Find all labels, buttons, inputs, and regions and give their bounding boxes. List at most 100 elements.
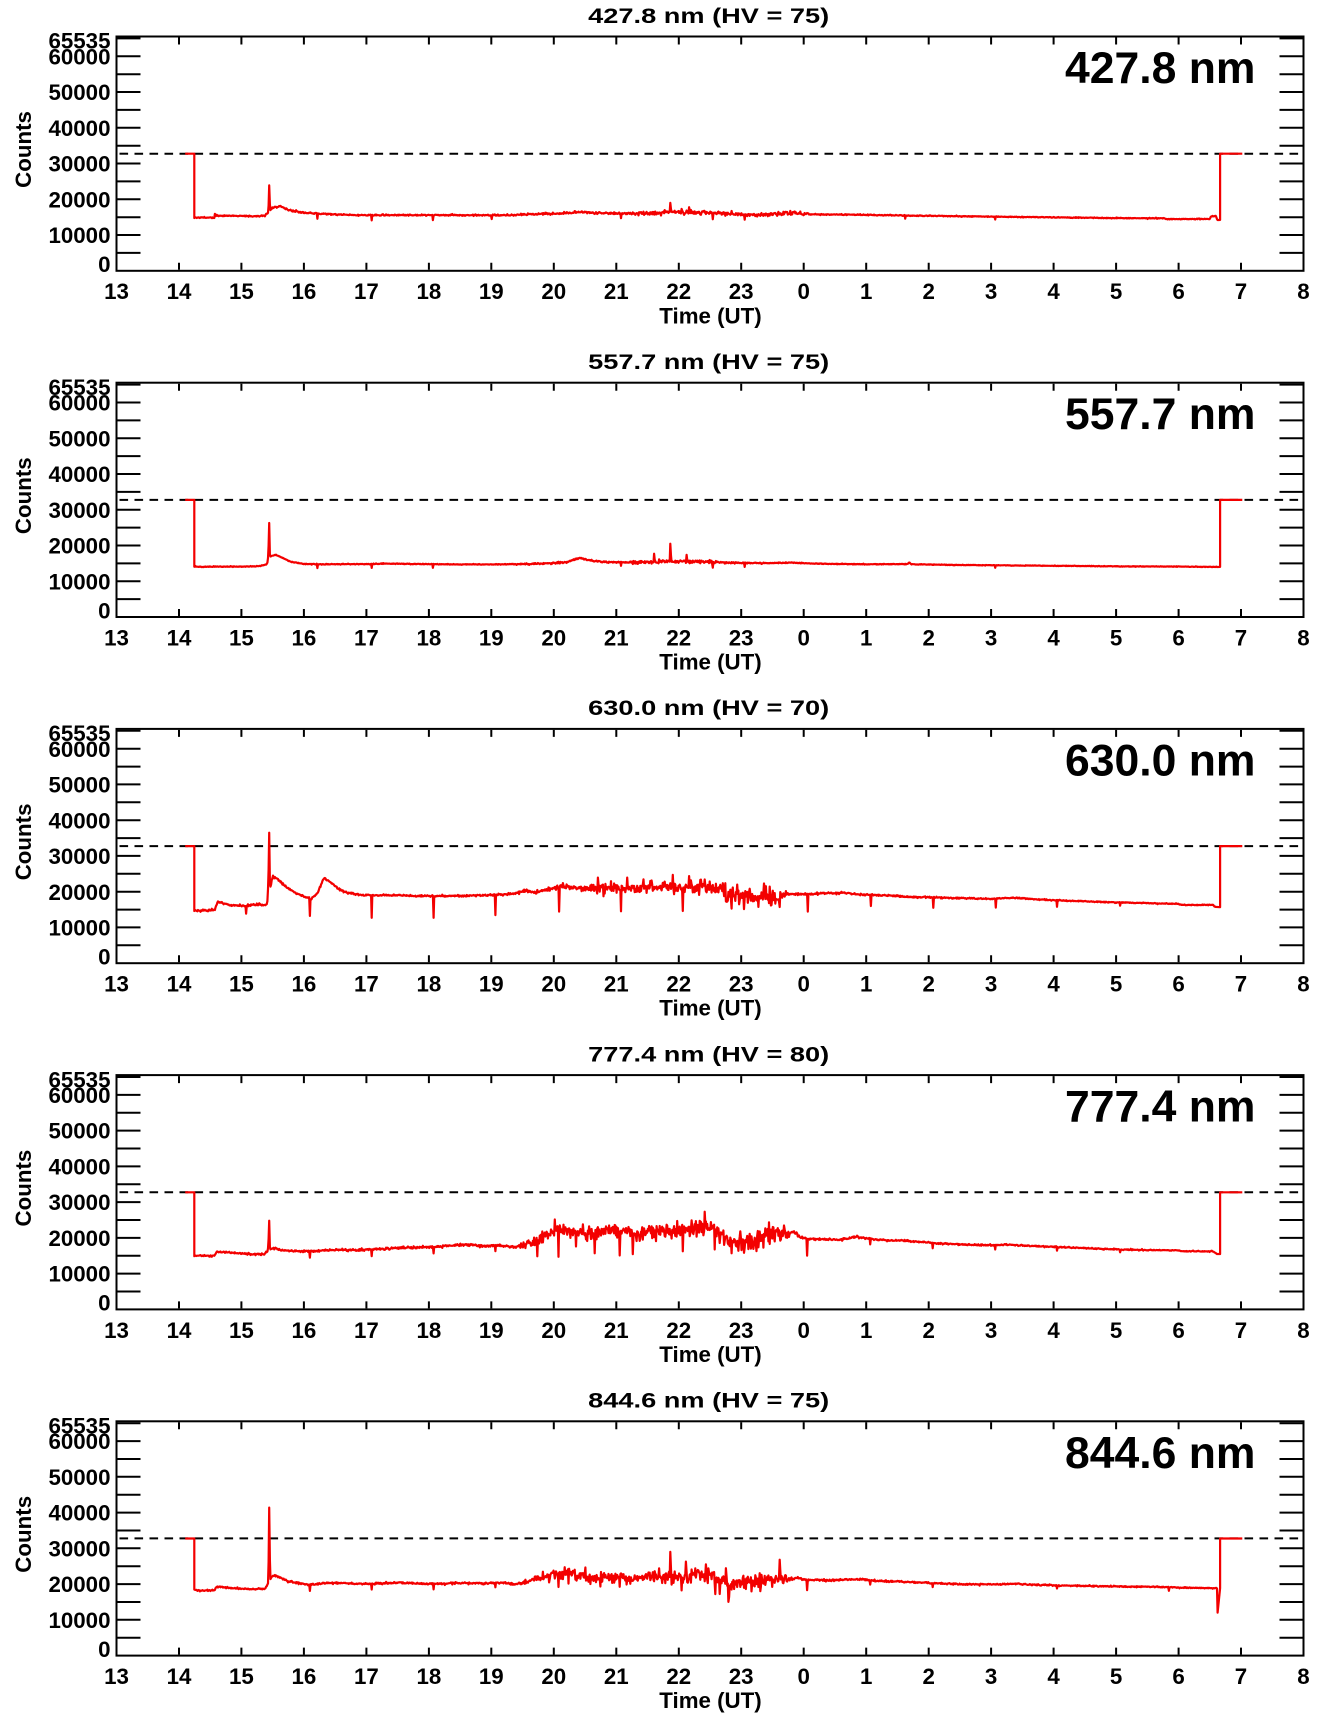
svg-text:14: 14: [167, 1664, 192, 1689]
svg-text:2: 2: [922, 279, 934, 304]
svg-text:5: 5: [1110, 972, 1122, 997]
svg-text:10000: 10000: [48, 916, 110, 941]
svg-text:15: 15: [229, 625, 254, 650]
svg-text:4: 4: [1047, 1664, 1060, 1689]
svg-text:0: 0: [797, 1664, 809, 1689]
svg-text:4: 4: [1047, 625, 1060, 650]
svg-text:13: 13: [104, 625, 129, 650]
svg-text:16: 16: [291, 1664, 316, 1689]
svg-text:22: 22: [666, 279, 691, 304]
svg-text:19: 19: [479, 1318, 504, 1343]
svg-text:Time (UT): Time (UT): [659, 1688, 761, 1713]
svg-text:4: 4: [1047, 279, 1060, 304]
svg-text:Time (UT): Time (UT): [659, 996, 761, 1021]
svg-text:1: 1: [860, 972, 872, 997]
svg-text:0: 0: [98, 1291, 110, 1316]
svg-text:Counts: Counts: [11, 457, 36, 534]
svg-text:20: 20: [541, 1664, 566, 1689]
svg-text:17: 17: [354, 972, 379, 997]
svg-text:21: 21: [604, 1664, 629, 1689]
svg-text:30000: 30000: [48, 1190, 110, 1215]
svg-text:22: 22: [666, 1664, 691, 1689]
svg-text:2: 2: [922, 1318, 934, 1343]
svg-text:30000: 30000: [48, 1536, 110, 1561]
svg-text:7: 7: [1235, 1664, 1247, 1689]
svg-text:15: 15: [229, 1318, 254, 1343]
svg-text:1: 1: [860, 1318, 872, 1343]
svg-text:23: 23: [729, 1664, 754, 1689]
svg-text:15: 15: [229, 1664, 254, 1689]
svg-text:7: 7: [1235, 1318, 1247, 1343]
svg-text:844.6 nm: 844.6 nm: [1065, 1429, 1255, 1478]
svg-text:Counts: Counts: [11, 111, 36, 188]
svg-text:8: 8: [1297, 279, 1309, 304]
svg-text:19: 19: [479, 972, 504, 997]
svg-text:Counts: Counts: [11, 1496, 36, 1573]
svg-text:60000: 60000: [48, 737, 110, 762]
svg-text:17: 17: [354, 279, 379, 304]
svg-text:8: 8: [1297, 625, 1309, 650]
svg-text:23: 23: [729, 1318, 754, 1343]
svg-text:22: 22: [666, 1318, 691, 1343]
svg-text:5: 5: [1110, 625, 1122, 650]
svg-text:50000: 50000: [48, 1465, 110, 1490]
svg-text:0: 0: [797, 625, 809, 650]
svg-text:22: 22: [666, 625, 691, 650]
svg-text:2: 2: [922, 1664, 934, 1689]
svg-text:50000: 50000: [48, 773, 110, 798]
svg-text:0: 0: [98, 252, 110, 277]
svg-text:557.7 nm: 557.7 nm: [1065, 390, 1255, 439]
svg-text:Counts: Counts: [11, 804, 36, 881]
svg-text:20000: 20000: [48, 534, 110, 559]
svg-text:3: 3: [985, 1664, 997, 1689]
svg-text:30000: 30000: [48, 152, 110, 177]
svg-text:8: 8: [1297, 972, 1309, 997]
svg-text:Counts: Counts: [11, 1150, 36, 1227]
svg-text:60000: 60000: [48, 391, 110, 416]
svg-text:40000: 40000: [48, 116, 110, 141]
svg-text:22: 22: [666, 972, 691, 997]
svg-text:15: 15: [229, 279, 254, 304]
svg-text:1: 1: [860, 625, 872, 650]
svg-text:15: 15: [229, 972, 254, 997]
svg-text:4: 4: [1047, 1318, 1060, 1343]
svg-text:5: 5: [1110, 1664, 1122, 1689]
svg-text:60000: 60000: [48, 1429, 110, 1454]
svg-text:23: 23: [729, 972, 754, 997]
svg-text:14: 14: [167, 625, 192, 650]
svg-text:13: 13: [104, 1318, 129, 1343]
svg-text:5: 5: [1110, 1318, 1122, 1343]
svg-text:7: 7: [1235, 972, 1247, 997]
svg-text:21: 21: [604, 1318, 629, 1343]
svg-text:8: 8: [1297, 1318, 1309, 1343]
svg-text:20: 20: [541, 972, 566, 997]
svg-text:Time (UT): Time (UT): [659, 650, 761, 675]
svg-text:557.7 nm (HV = 75): 557.7 nm (HV = 75): [588, 351, 829, 374]
svg-text:6: 6: [1172, 279, 1184, 304]
svg-text:14: 14: [167, 1318, 192, 1343]
svg-text:40000: 40000: [48, 462, 110, 487]
svg-text:19: 19: [479, 1664, 504, 1689]
svg-text:13: 13: [104, 1664, 129, 1689]
svg-text:18: 18: [416, 1664, 441, 1689]
svg-text:18: 18: [416, 1318, 441, 1343]
svg-text:427.8 nm: 427.8 nm: [1065, 44, 1255, 93]
svg-text:777.4 nm (HV = 80): 777.4 nm (HV = 80): [588, 1043, 829, 1066]
svg-text:4: 4: [1047, 972, 1060, 997]
svg-text:18: 18: [416, 972, 441, 997]
svg-text:21: 21: [604, 625, 629, 650]
svg-text:1: 1: [860, 279, 872, 304]
svg-text:20000: 20000: [48, 1226, 110, 1251]
svg-text:7: 7: [1235, 279, 1247, 304]
svg-text:10000: 10000: [48, 1608, 110, 1633]
svg-text:17: 17: [354, 1318, 379, 1343]
svg-text:Time (UT): Time (UT): [659, 1342, 761, 1367]
svg-text:3: 3: [985, 625, 997, 650]
svg-text:65535: 65535: [48, 1414, 110, 1439]
svg-text:6: 6: [1172, 972, 1184, 997]
svg-text:10000: 10000: [48, 1262, 110, 1287]
svg-text:16: 16: [291, 625, 316, 650]
svg-text:6: 6: [1172, 1664, 1184, 1689]
svg-text:Time (UT): Time (UT): [659, 303, 761, 328]
svg-text:18: 18: [416, 625, 441, 650]
